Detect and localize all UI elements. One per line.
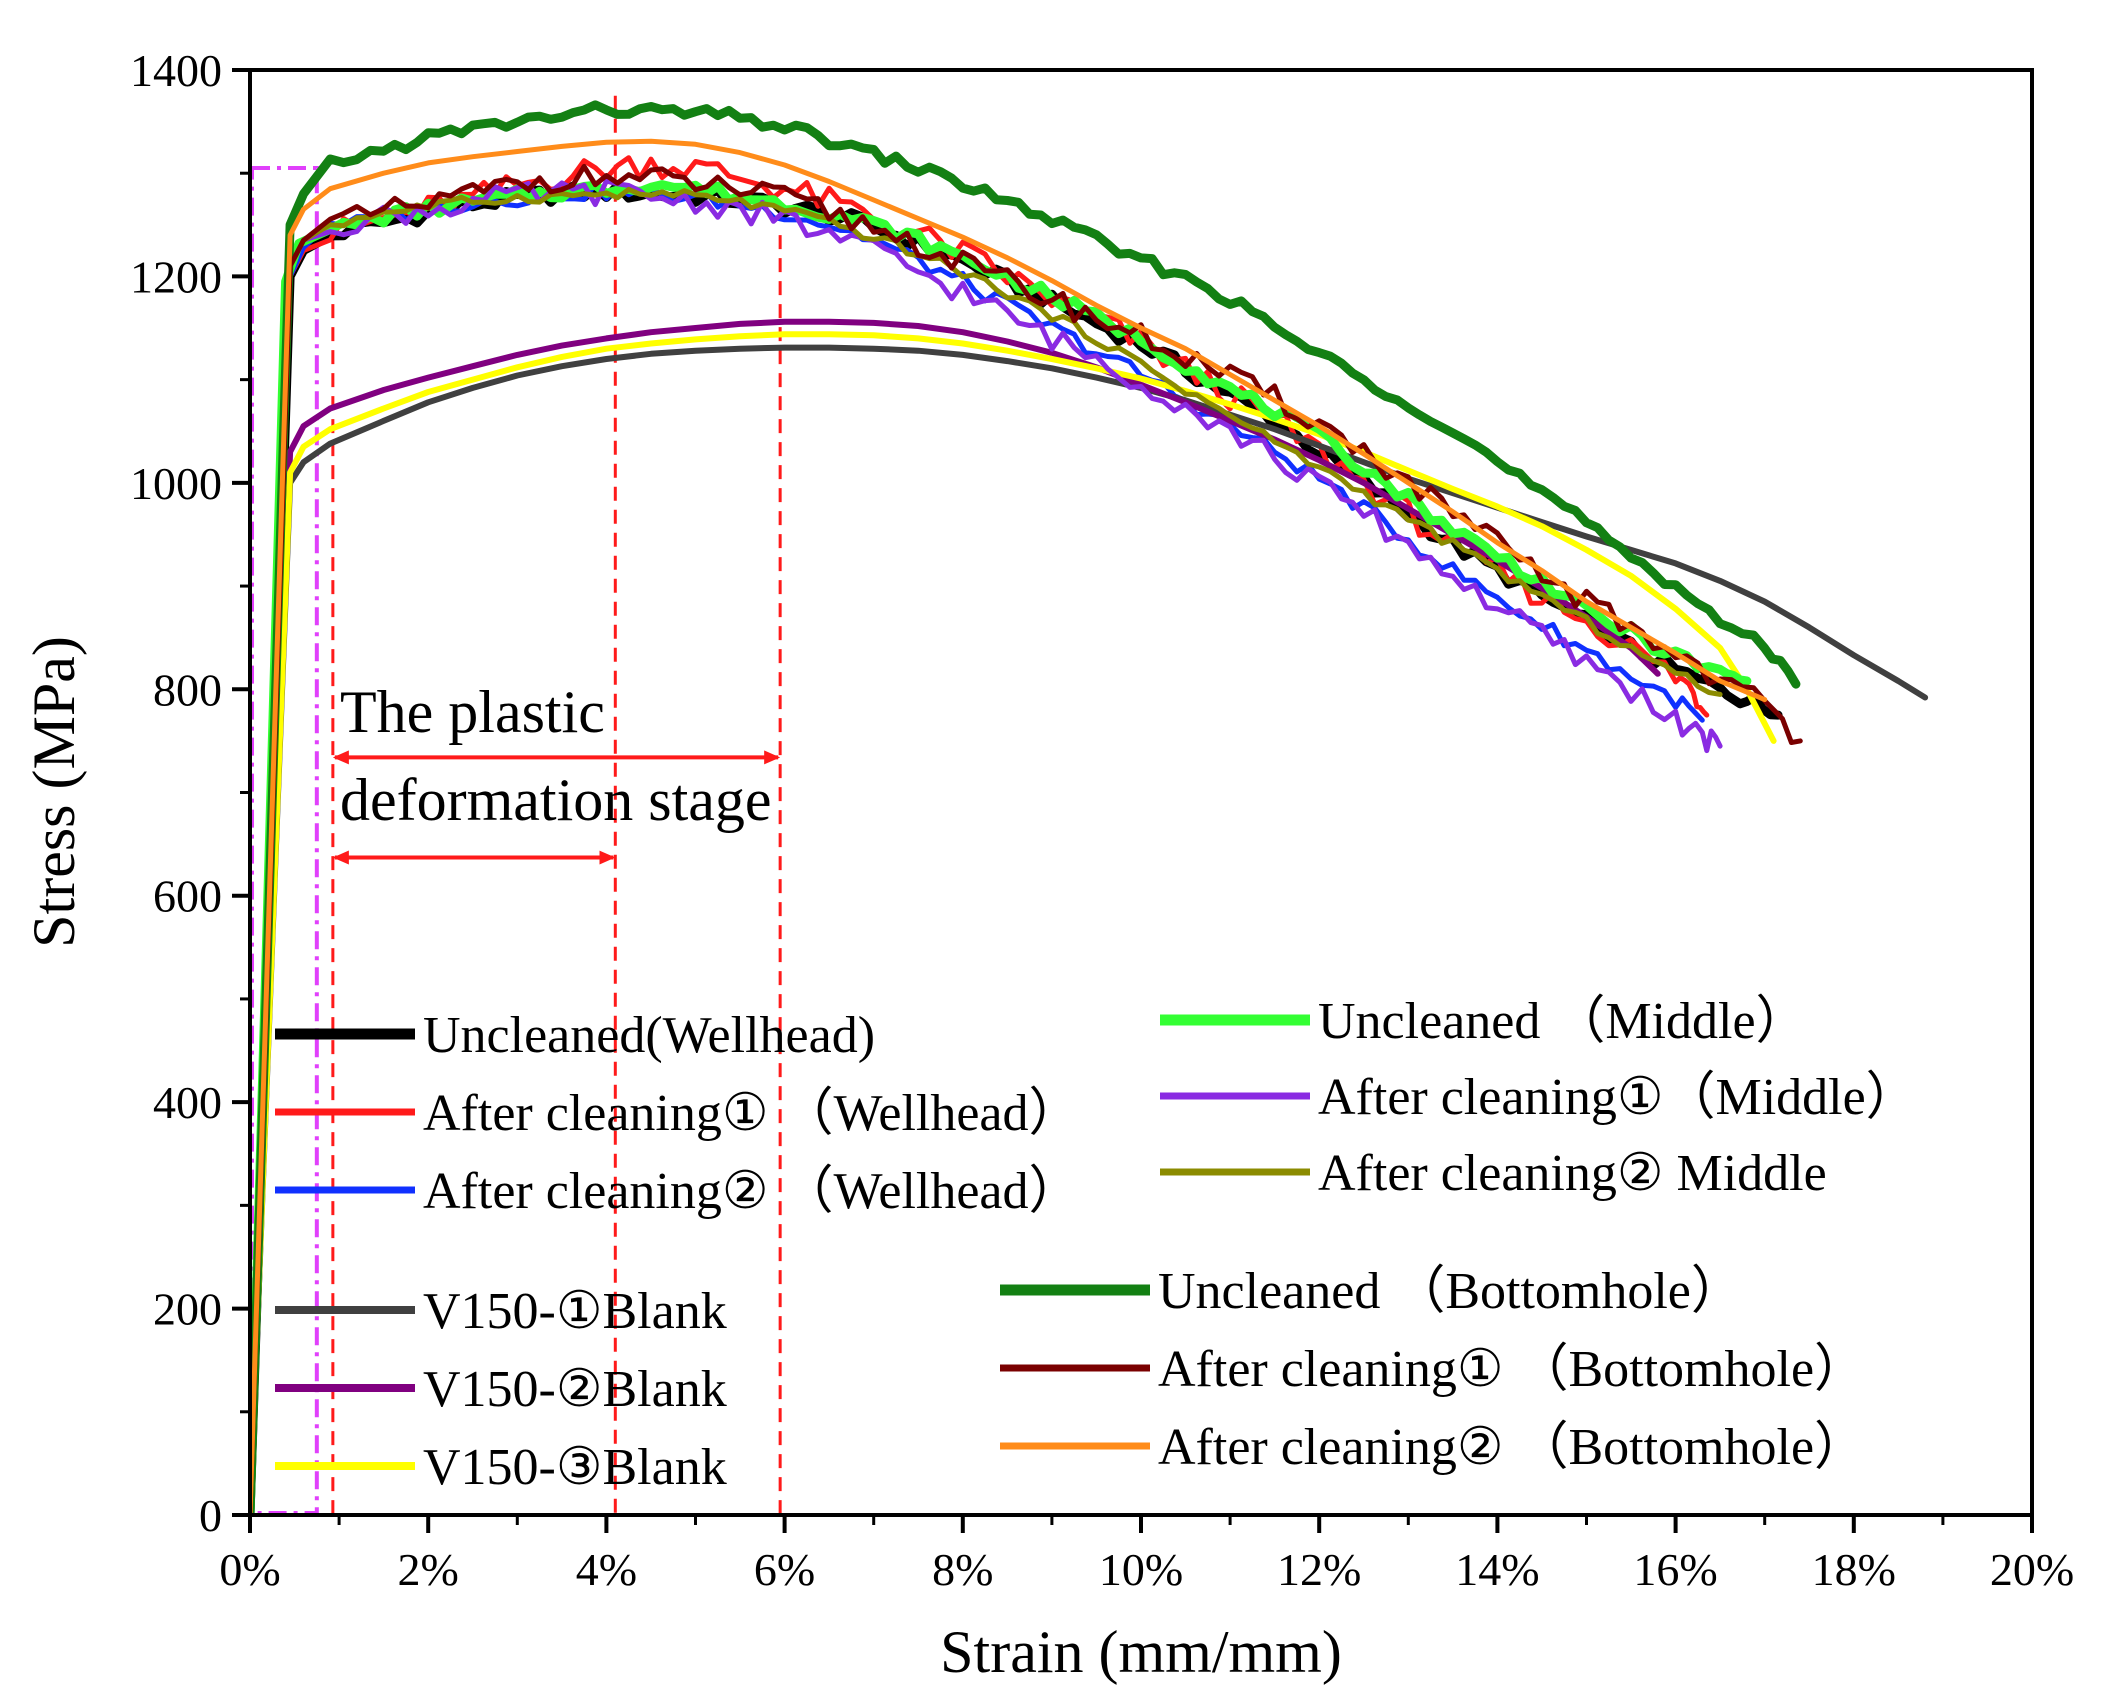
series-layer [250,100,1929,1515]
y-tick-label: 800 [153,664,222,715]
annotation-layer: The plastic deformation stage [332,679,781,865]
x-tick-label: 20% [1990,1544,2074,1595]
legend: Uncleaned(Wellhead) After cleaning① （Well… [275,993,1918,1496]
legend-label: V150-③Blank [423,1439,727,1496]
x-tick-label: 18% [1812,1544,1896,1595]
x-tick-label: 8% [932,1544,993,1595]
annotation-line-1: The plastic [340,679,605,745]
series-line-after-cleaning-bottomhole [250,138,1768,1515]
legend-label: Uncleaned （Middle） [1318,993,1808,1050]
y-tick-label: 1000 [130,458,222,509]
y-tick-label: 600 [153,871,222,922]
annotation-line-2: deformation stage [340,767,772,833]
series-line-after-cleaning-middle [250,186,1723,1515]
series-line-v150-blank [250,344,1929,1515]
y-tick-label: 200 [153,1284,222,1335]
legend-label: After cleaning①（Middle） [1318,1069,1918,1126]
y-tick-label: 400 [153,1077,222,1128]
x-tick-label: 4% [576,1544,637,1595]
series-line-uncleaned-bottomhole [250,100,1801,1515]
legend-label: Uncleaned （Bottomhole） [1158,1263,1743,1320]
y-tick-label: 1400 [130,45,222,96]
legend-label: After cleaning② Middle [1318,1145,1827,1202]
legend-label: V150-②Blank [423,1361,727,1418]
x-tick-label: 6% [754,1544,815,1595]
x-tick-label: 2% [398,1544,459,1595]
legend-label: After cleaning② （Wellhead） [423,1163,1081,1220]
x-axis-title: Strain (mm/mm) [940,1619,1342,1685]
axes-layer: 0% 2% 4% 6% 8% 10% 12% 14% 16% 18% 20% 0 200 400 600 80… [130,45,2074,1595]
legend-label: V150-①Blank [423,1283,727,1340]
y-tick-label: 0 [199,1490,222,1541]
legend-label: After cleaning② （Bottomhole） [1158,1419,1866,1476]
x-tick-label: 10% [1099,1544,1183,1595]
y-tick-label: 1200 [130,251,222,302]
x-tick-label: 16% [1633,1544,1717,1595]
y-axis-title: Stress (MPa) [21,636,87,948]
x-tick-label: 0% [219,1544,280,1595]
x-tick-label: 12% [1277,1544,1361,1595]
legend-label: Uncleaned(Wellhead) [423,1007,875,1064]
legend-label: After cleaning① （Wellhead） [423,1085,1081,1142]
series-line-v150-blank [250,331,1777,1515]
x-tick-label: 14% [1455,1544,1539,1595]
legend-label: After cleaning① （Bottomhole） [1158,1341,1866,1398]
